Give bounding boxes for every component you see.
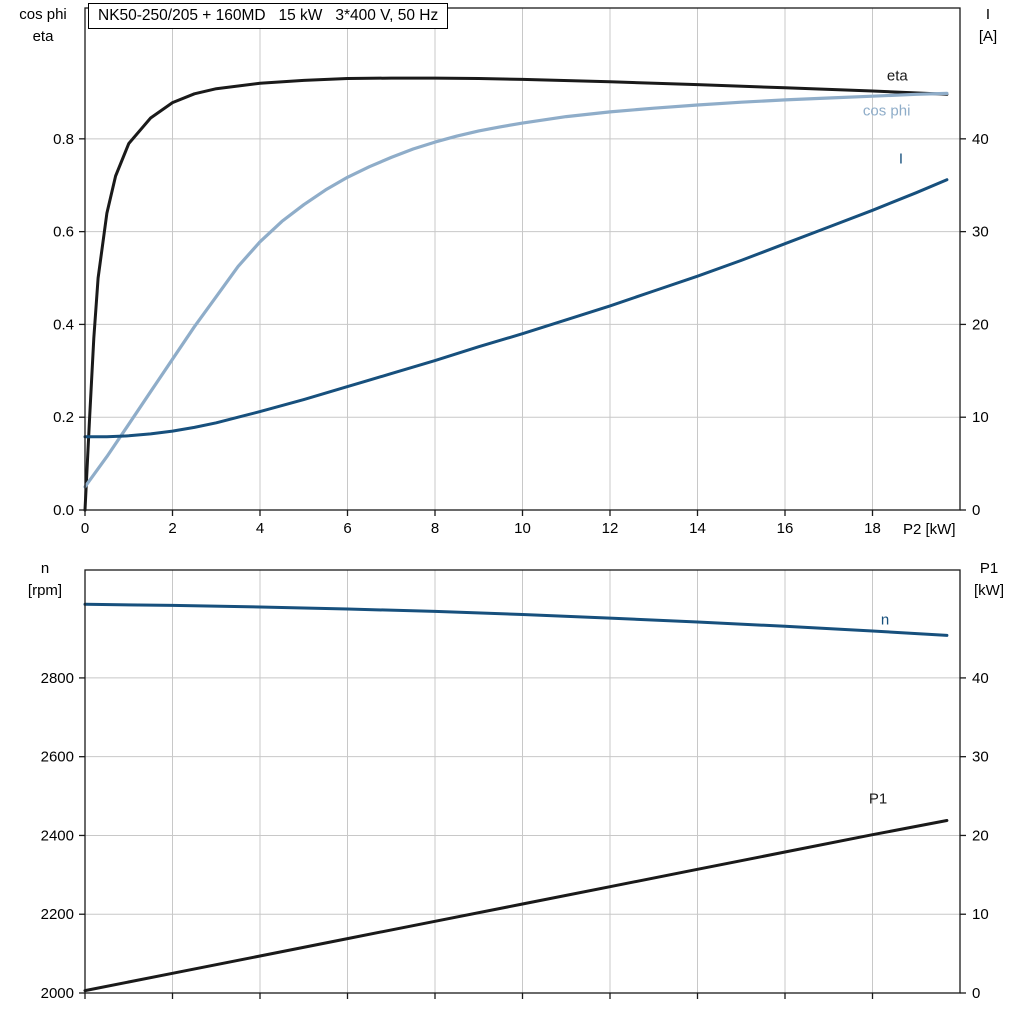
series-label-n: n [881,611,889,628]
bottom-left-axis-title: n [rpm] [12,558,78,602]
x-tick-label: 18 [864,520,881,537]
y-left-tick-label: 2800 [41,670,74,687]
axis-title-line: [rpm] [27,582,63,599]
y-left-tick-label: 2600 [41,749,74,766]
y-left-tick-label: 0.4 [53,316,74,333]
y-left-tick-label: 0.0 [53,502,74,519]
y-right-tick-label: 0 [972,985,980,1002]
y-left-tick-label: 2000 [41,985,74,1002]
axis-title-line: n [40,560,50,577]
x-axis-label: P2 [kW] [903,521,956,538]
series-line-I [83,178,949,439]
series-label-P1: P1 [869,791,887,808]
x-tick-label: 12 [602,520,619,537]
y-right-tick-label: 10 [972,409,989,426]
y-left-tick-label: 0.6 [53,224,74,241]
axis-title-line: [A] [978,28,998,45]
x-tick-label: 0 [81,520,89,537]
y-right-tick-label: 40 [972,670,989,687]
series-label-eta: eta [887,67,909,84]
series-line-cos-phi [83,91,949,489]
top-left-axis-title: cos phi eta [6,4,80,48]
series-line-eta [83,76,949,512]
y-right-tick-label: 10 [972,906,989,923]
series-label-cos-phi: cos phi [863,102,911,119]
x-tick-label: 2 [168,520,176,537]
chart-title-box: NK50-250/205 + 160MD 15 kW 3*400 V, 50 H… [88,3,449,29]
y-right-tick-label: 20 [972,827,989,844]
y-right-tick-label: 20 [972,316,989,333]
y-left-tick-label: 0.2 [53,409,74,426]
x-tick-label: 6 [343,520,351,537]
y-right-tick-label: 0 [972,502,980,519]
series-label-I: I [899,151,903,168]
x-tick-label: 14 [689,520,706,537]
y-right-tick-label: 30 [972,749,989,766]
axis-title-line: cos phi [19,6,67,23]
y-left-tick-label: 0.8 [53,131,74,148]
axis-title-line: [kW] [974,582,1004,599]
series-line-n [83,602,949,637]
axis-title-line: P1 [979,560,999,577]
y-left-tick-label: 2400 [41,827,74,844]
top-right-axis-title: I [A] [962,4,1014,48]
x-tick-label: 16 [777,520,794,537]
series-line-P1 [83,819,949,993]
x-tick-label: 4 [256,520,264,537]
axis-title-line: I [985,6,991,23]
y-right-tick-label: 30 [972,224,989,241]
y-left-tick-label: 2200 [41,906,74,923]
bottom-right-axis-title: P1 [kW] [960,558,1018,602]
axis-title-line: eta [32,28,54,45]
x-tick-label: 10 [514,520,531,537]
x-tick-label: 8 [431,520,439,537]
y-right-tick-label: 40 [972,131,989,148]
